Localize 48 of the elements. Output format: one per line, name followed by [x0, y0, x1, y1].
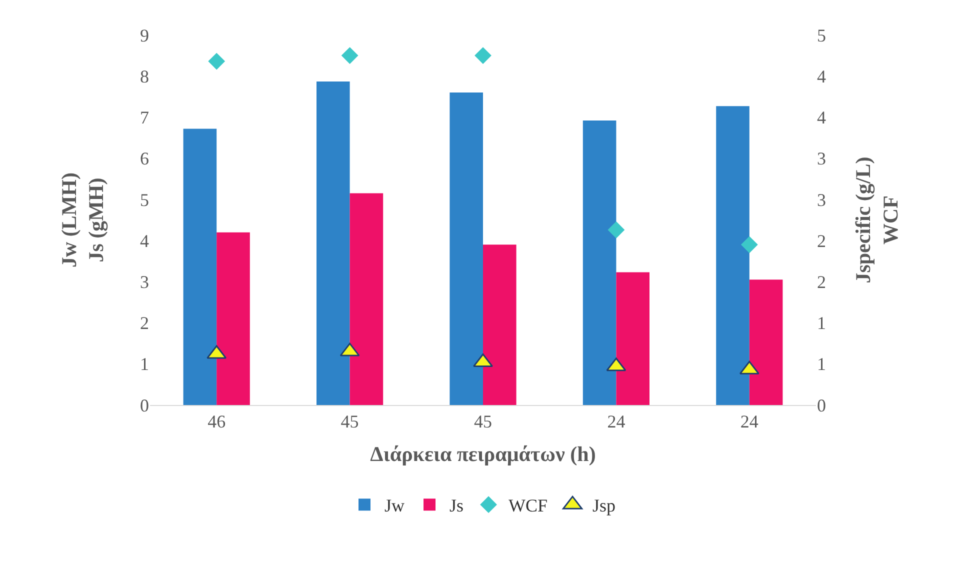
bar — [316, 81, 350, 405]
bar — [483, 244, 516, 405]
y-tick-label: 2 — [140, 313, 149, 334]
legend-label: WCF — [508, 496, 548, 516]
point — [608, 221, 625, 238]
y-tick-label: 3 — [140, 272, 149, 292]
bar — [749, 280, 783, 405]
y2-axis-title: Jspecific (g/L) WCF — [851, 156, 902, 284]
x-tick-label: 46 — [208, 412, 226, 432]
bar — [582, 120, 616, 405]
legend-label: Jw — [384, 496, 405, 516]
bar — [716, 106, 750, 405]
y2-tick-label: 1 — [817, 313, 826, 334]
y-tick-label: 6 — [140, 148, 149, 169]
x-axis-title: Διάρκεια πειραμάτων (h) — [370, 442, 596, 466]
y2-tick-label: 4 — [817, 108, 826, 128]
x-tick-label: 45 — [340, 412, 359, 432]
point — [474, 47, 492, 64]
y2-tick-label: 1 — [817, 354, 826, 374]
y2-tick-label: 3 — [817, 190, 826, 210]
y-tick-label: 5 — [140, 190, 149, 210]
point — [341, 47, 358, 64]
point — [473, 353, 493, 367]
y-axis-title: Jw (LMH) Js (gMH) — [56, 172, 108, 268]
x-tick-label: 45 — [474, 412, 492, 432]
y2-tick-label: 3 — [817, 148, 826, 169]
y2-tick-label: 2 — [817, 230, 826, 251]
y2-tick-label: 2 — [817, 272, 826, 292]
y-tick-label: 1 — [140, 354, 149, 374]
point — [740, 236, 758, 254]
bar — [450, 92, 483, 405]
y-tick-label: 0 — [140, 395, 149, 416]
bar — [350, 193, 384, 405]
legend-label: Jsp — [592, 496, 616, 516]
y-tick-label: 4 — [140, 230, 149, 251]
y2-tick-label: 5 — [817, 25, 826, 46]
x-tick-label: 24 — [740, 412, 758, 432]
bar — [183, 128, 217, 405]
y-tick-label: 8 — [140, 66, 149, 86]
legend-label: Js — [450, 496, 464, 516]
y2-tick-label: 0 — [817, 395, 826, 416]
y-tick-label: 7 — [140, 108, 149, 128]
point — [208, 52, 226, 70]
y2-tick-label: 4 — [817, 66, 826, 86]
y-tick-label: 9 — [140, 25, 149, 46]
bar — [616, 272, 650, 405]
bar — [216, 232, 250, 405]
x-tick-label: 24 — [607, 412, 626, 432]
